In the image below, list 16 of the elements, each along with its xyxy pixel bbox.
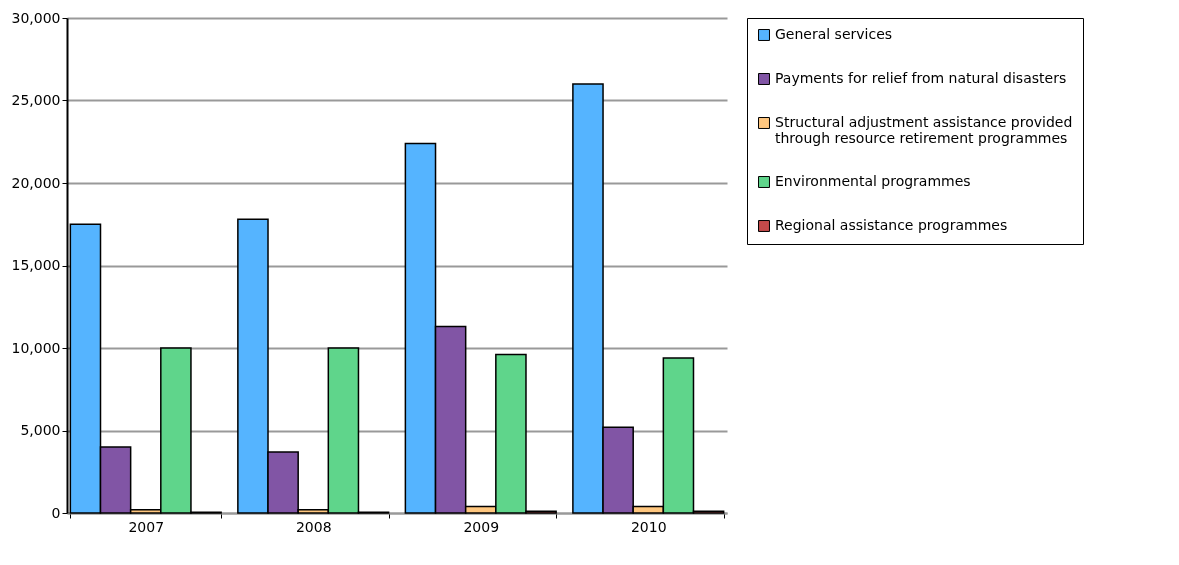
legend-label: Environmental programmes [775,173,971,189]
y-tick-label: 10,000 [11,339,61,356]
x-tick-label: 2009 [463,518,500,535]
legend-label: Regional assistance programmes [775,217,1008,233]
y-tick-label: 15,000 [11,257,61,273]
y-tick-label: 20,000 [11,174,61,191]
y-tick-label: 5,000 [20,422,61,438]
legend-label: Payments for relief from natural disasters [775,70,1067,86]
legend-label: General services [775,26,893,42]
y-tick-label: 30,000 [11,9,61,26]
legend-label: Structural adjustment assistance provided through resource retirement programmes [775,114,1073,146]
x-tick-label: 2007 [128,518,165,535]
y-tick-label: 25,000 [11,92,61,108]
x-tick-label: 2008 [295,518,332,535]
y-tick-label: 0 [51,504,61,521]
x-tick-label: 2010 [630,518,667,535]
